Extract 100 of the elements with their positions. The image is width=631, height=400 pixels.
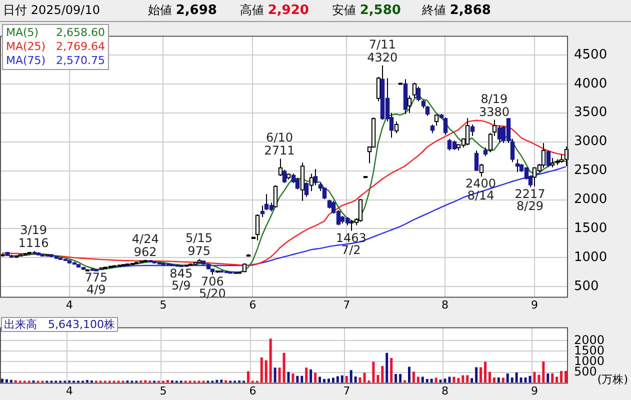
bar <box>434 378 438 383</box>
bar <box>269 338 272 383</box>
annotation: 2217 8/29 <box>514 187 546 214</box>
bar <box>466 375 469 383</box>
bar <box>278 368 281 383</box>
x-tick-label: 6 <box>249 298 256 312</box>
bar <box>416 376 420 383</box>
bar <box>318 376 322 383</box>
y-tick-label: 3500 <box>574 105 608 120</box>
bar <box>86 380 88 383</box>
bar <box>372 362 375 383</box>
annotation: 775 4/9 <box>84 270 108 297</box>
bar <box>488 372 491 383</box>
bar <box>480 367 482 383</box>
bar <box>350 370 352 383</box>
bar <box>220 380 223 383</box>
chart-title: 日付 2025/09/10 <box>3 2 100 19</box>
y-tick-label: 500 <box>574 279 599 294</box>
bar <box>457 378 460 383</box>
bar <box>515 372 518 383</box>
annotation: 7/11 4320 <box>367 37 398 64</box>
text: MA(5) 2,658.60 <box>6 26 105 39</box>
candlestick <box>407 94 412 114</box>
bar <box>327 378 330 383</box>
bar <box>538 374 540 383</box>
text: 始値 2,698 <box>148 3 217 18</box>
annotation: 8/19 3380 <box>478 92 510 119</box>
bar <box>408 366 410 383</box>
y-tick-label: 1000 <box>574 250 608 266</box>
bar <box>260 358 263 383</box>
bar <box>475 367 478 383</box>
bar <box>510 378 514 383</box>
x-tick-label: 4 <box>66 298 73 312</box>
candlestick <box>434 114 439 126</box>
candlestick <box>255 214 260 241</box>
y-axis-title: (万株) <box>597 372 628 387</box>
bar <box>345 376 348 383</box>
y-tick-label: 1500 <box>574 221 608 236</box>
bar <box>166 380 169 383</box>
bar <box>305 368 308 383</box>
bar <box>300 376 304 383</box>
bar <box>520 378 522 383</box>
bar <box>358 377 362 383</box>
annotation: 2400 8/14 <box>466 176 496 203</box>
bar <box>340 375 344 383</box>
x-tick-label: 5 <box>160 384 167 398</box>
candlestick <box>260 205 265 218</box>
annotation: 4/24 962 <box>132 232 159 259</box>
candlestick <box>465 118 470 146</box>
bar <box>497 378 500 383</box>
text: 高値 2,920 <box>240 3 309 18</box>
bar <box>484 362 486 383</box>
bar <box>5 379 8 383</box>
bar <box>470 378 474 383</box>
candlestick <box>443 116 448 136</box>
x-tick-label: 8 <box>442 298 449 312</box>
bar <box>1 378 4 383</box>
candlestick <box>358 198 363 222</box>
bar <box>564 370 567 383</box>
bar <box>323 379 326 383</box>
annotation: 1463 7/2 <box>336 230 366 257</box>
y-tick-label: 4000 <box>574 76 608 92</box>
bar <box>354 376 357 383</box>
x-tick-label: 6 <box>249 384 256 398</box>
annotation: 5/15 975 <box>186 231 212 258</box>
bar <box>381 366 384 383</box>
bar <box>310 369 312 383</box>
bar <box>376 375 380 383</box>
bar <box>386 352 388 383</box>
candlestick <box>309 173 314 192</box>
text: 安値 2,580 <box>332 3 401 18</box>
annotation: 6/10 2711 <box>264 130 295 158</box>
bar <box>336 376 339 383</box>
bar <box>332 378 334 383</box>
bar <box>246 371 250 383</box>
bar <box>551 373 554 383</box>
bar <box>492 378 496 383</box>
x-tick-label: 8 <box>442 384 449 398</box>
y-tick-label: 4500 <box>574 47 608 62</box>
bar <box>546 374 550 383</box>
bar <box>314 372 317 383</box>
bar <box>556 376 558 383</box>
bar <box>390 358 393 383</box>
bar <box>439 380 442 383</box>
bar <box>296 376 299 383</box>
bar <box>394 374 398 383</box>
candlestick <box>515 158 520 172</box>
bar <box>542 362 545 383</box>
bar <box>426 379 428 383</box>
bar <box>264 360 268 383</box>
bar <box>452 376 456 383</box>
annotation: 3/19 1116 <box>18 222 49 250</box>
text: 終値 2,868 <box>422 3 491 18</box>
x-tick-label: 9 <box>530 384 538 398</box>
candlestick <box>300 162 305 202</box>
bar <box>287 372 290 383</box>
x-tick-label: 7 <box>343 298 350 312</box>
bar <box>462 375 464 383</box>
bar <box>430 378 433 383</box>
bar <box>560 371 563 383</box>
